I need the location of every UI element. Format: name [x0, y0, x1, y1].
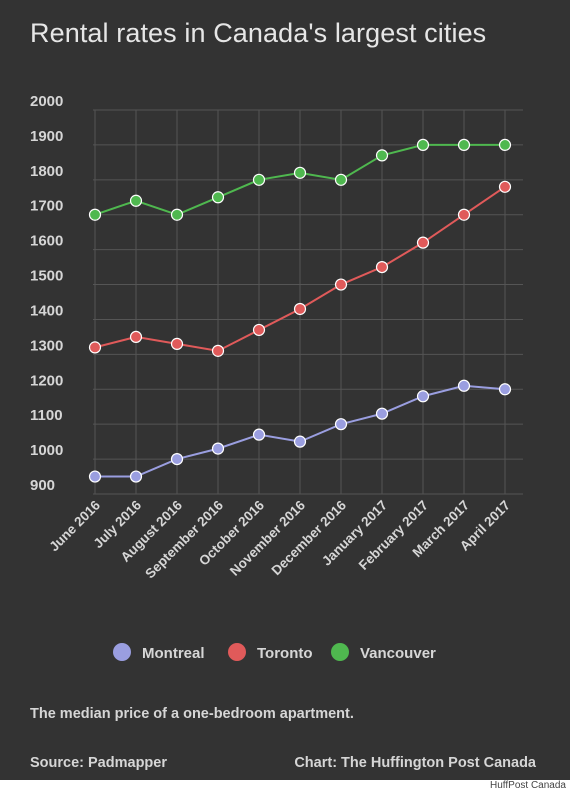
y-tick-label: 900	[30, 477, 55, 494]
data-point	[375, 149, 389, 162]
data-point	[88, 341, 102, 354]
line-chart: 900 1000 1100 1200 1300 1400 1500 1600 1700 1800 1…	[30, 93, 523, 662]
data-point	[334, 418, 348, 431]
data-point	[88, 470, 102, 483]
y-tick-label: 2000	[30, 93, 63, 110]
data-point	[293, 302, 307, 316]
y-tick-label: 1500	[30, 268, 63, 285]
y-tick-label: 1600	[30, 233, 63, 250]
chart-credit: Chart: The Huffington Post Canada	[294, 755, 536, 771]
y-tick-label: 1800	[30, 163, 63, 180]
x-tick-label: December 2016	[268, 497, 349, 578]
y-tick-label: 1400	[30, 302, 63, 319]
data-point	[375, 407, 389, 420]
legend-label: Vancouver	[360, 645, 436, 662]
data-point	[211, 344, 225, 357]
data-point	[416, 138, 430, 152]
data-point	[252, 173, 266, 186]
chart-caption: The median price of a one-bedroom apartm…	[30, 706, 354, 722]
data-point	[416, 390, 430, 403]
x-tick-label: November 2016	[227, 497, 309, 579]
legend-marker	[113, 643, 131, 661]
data-point	[211, 442, 225, 455]
data-point	[293, 435, 307, 448]
data-point	[457, 138, 471, 152]
source-note: Source: Padmapper	[30, 755, 167, 771]
data-point	[170, 337, 184, 350]
data-point	[498, 383, 512, 396]
y-tick-label: 1000	[30, 442, 63, 459]
data-point	[293, 166, 307, 179]
data-point	[416, 236, 430, 249]
y-tick-label: 1300	[30, 337, 63, 354]
data-point	[375, 260, 389, 274]
y-tick-label: 1700	[30, 198, 63, 215]
chart-title: Rental rates in Canada's largest cities	[30, 18, 487, 48]
data-point	[170, 208, 184, 221]
data-point	[129, 470, 143, 483]
legend-marker	[228, 643, 246, 661]
data-point	[88, 208, 102, 221]
data-point	[252, 323, 266, 337]
y-tick-label: 1900	[30, 128, 63, 145]
data-point	[498, 138, 512, 152]
data-point	[457, 379, 471, 392]
data-point	[498, 180, 512, 193]
data-point	[211, 191, 225, 204]
legend-label: Toronto	[257, 645, 313, 662]
data-point	[457, 208, 471, 221]
legend-marker	[331, 643, 349, 661]
y-tick-label: 1200	[30, 372, 63, 389]
data-point	[252, 428, 266, 441]
data-point	[129, 330, 143, 344]
y-tick-label: 1100	[30, 407, 63, 424]
brand-watermark: HuffPost Canada	[490, 780, 566, 791]
data-point	[129, 194, 143, 207]
data-point	[334, 173, 348, 186]
data-point	[170, 452, 184, 466]
legend-label: Montreal	[142, 645, 205, 662]
data-point	[334, 278, 348, 291]
